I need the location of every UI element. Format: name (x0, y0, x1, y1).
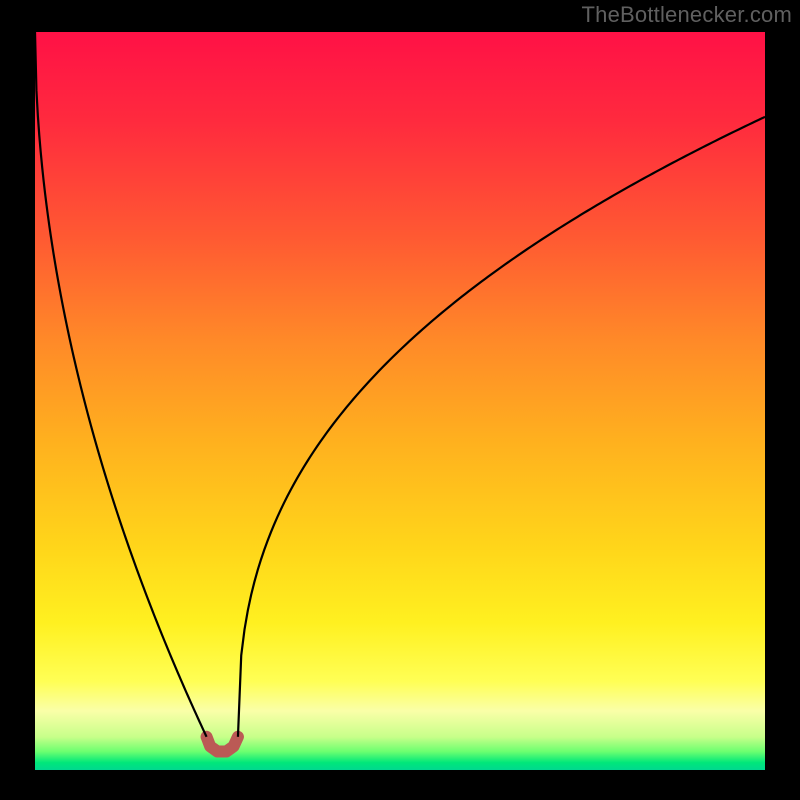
plot-area (35, 32, 765, 770)
chart-svg (0, 0, 800, 800)
watermark-text: TheBottlenecker.com (582, 2, 792, 28)
chart-container: TheBottlenecker.com (0, 0, 800, 800)
